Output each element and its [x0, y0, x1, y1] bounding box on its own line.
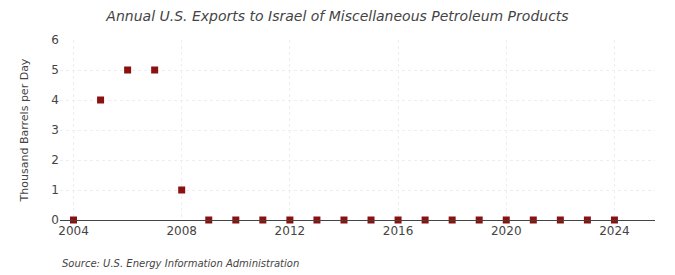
svg-text:0: 0	[51, 213, 59, 227]
svg-text:2004: 2004	[58, 224, 89, 238]
svg-text:2008: 2008	[166, 224, 197, 238]
svg-text:2020: 2020	[491, 224, 522, 238]
svg-text:Annual U.S. Exports to Israel: Annual U.S. Exports to Israel of Miscell…	[105, 8, 568, 24]
svg-text:2024: 2024	[599, 224, 630, 238]
svg-text:Source: U.S. Energy Informatio: Source: U.S. Energy Information Administ…	[62, 258, 299, 269]
svg-text:2016: 2016	[383, 224, 414, 238]
svg-text:6: 6	[51, 33, 59, 47]
svg-text:5: 5	[51, 63, 59, 77]
svg-text:1: 1	[51, 183, 59, 197]
svg-text:Thousand Barrels per Day: Thousand Barrels per Day	[18, 58, 31, 202]
svg-text:2012: 2012	[275, 224, 306, 238]
svg-text:3: 3	[51, 123, 59, 137]
svg-text:4: 4	[51, 93, 59, 107]
svg-text:2: 2	[51, 153, 59, 167]
